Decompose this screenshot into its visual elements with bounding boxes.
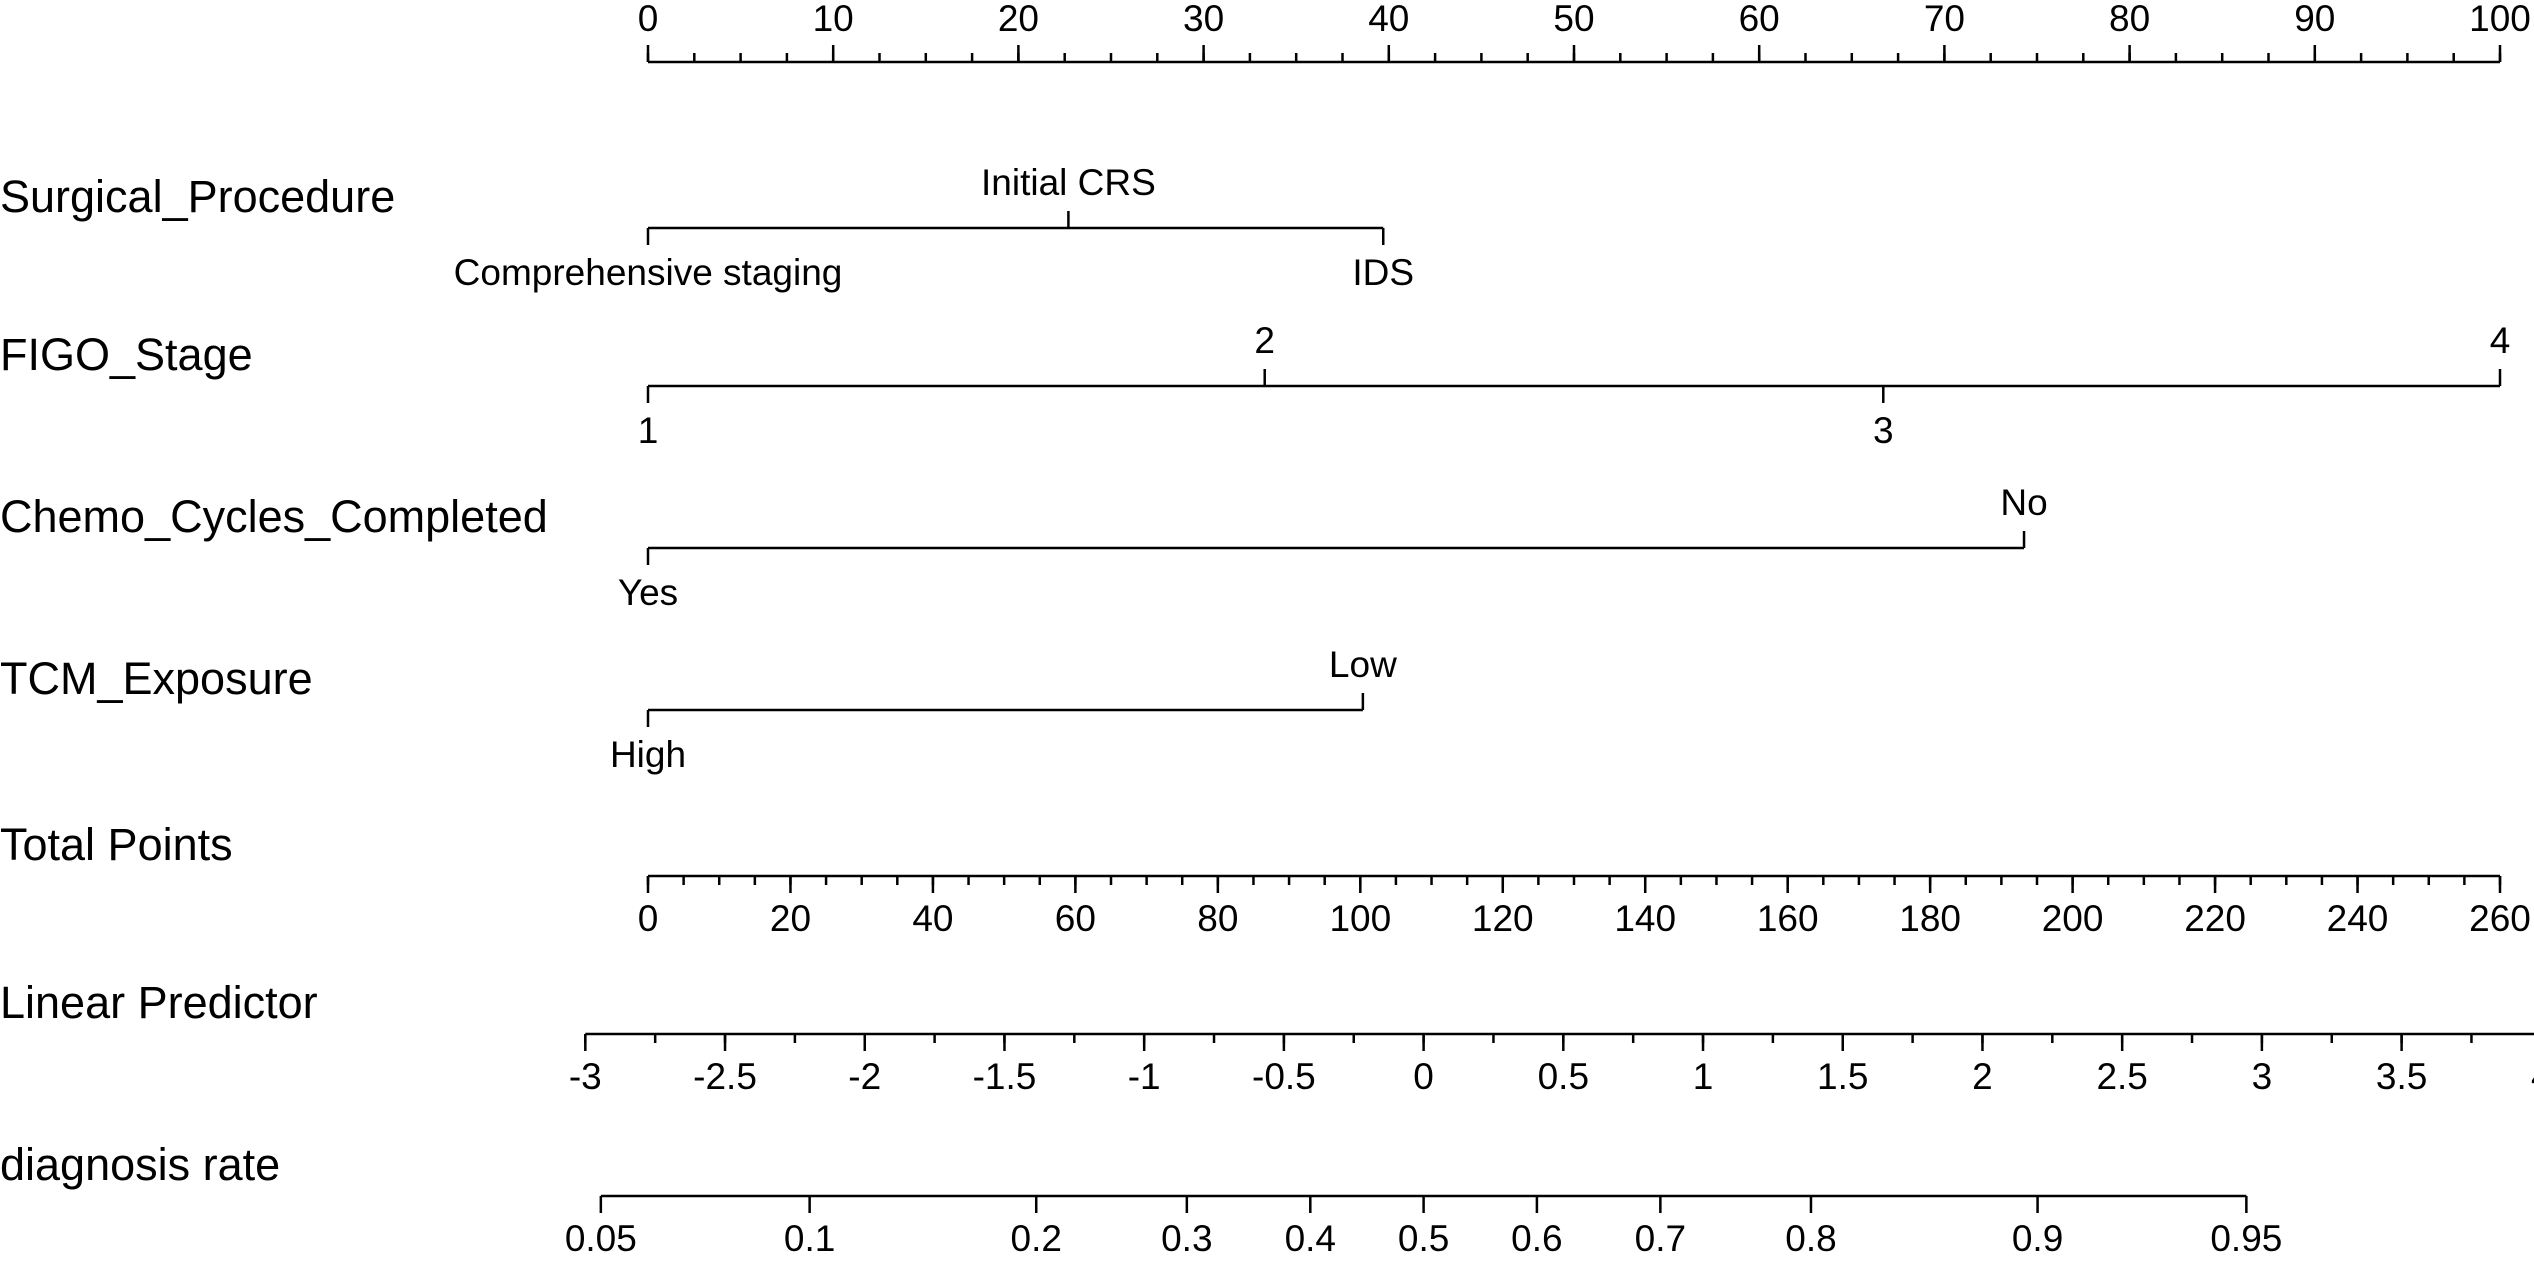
row-linear_predictor: Linear Predictor -3 -2.5 -2 -1.5 -1 -0.5 0 0.5 1 1… [0,977,2534,1097]
tick-label: 50 [1553,0,1594,39]
tick-label: 90 [2294,0,2335,39]
level-label: Comprehensive staging [454,252,843,293]
tick-label: 0.3 [1161,1218,1212,1259]
row-label: FIGO_Stage [0,329,253,380]
tick-label: 2 [1972,1056,1993,1097]
tick-label: -3 [569,1056,602,1097]
tick-label: 0.5 [1398,1218,1449,1259]
tick-label: 30 [1183,0,1224,39]
row-chemo_cycles_completed: Chemo_Cycles_Completed Yes No [0,482,2048,613]
row-label: diagnosis rate [0,1139,280,1190]
row-label: Chemo_Cycles_Completed [0,491,548,542]
tick-label: 4 [2531,1056,2534,1097]
tick-label: 0.9 [2012,1218,2063,1259]
tick-label: 100 [1329,898,1391,939]
level-label: 4 [2490,320,2511,361]
tick-label: 0.7 [1635,1218,1686,1259]
row-label: Linear Predictor [0,977,318,1028]
tick-label: 240 [2327,898,2389,939]
tick-label: -1 [1128,1056,1161,1097]
tick-label: 180 [1899,898,1961,939]
tick-label: 0.2 [1011,1218,1062,1259]
level-label: No [2000,482,2047,523]
row-label: Points [0,0,125,6]
level-label: Initial CRS [981,162,1156,203]
row-tcm_exposure: TCM_Exposure High Low [0,644,1397,775]
row-points: Points 0 10 20 30 40 50 60 70 80 90 100 [0,0,2531,64]
tick-label: 0.4 [1285,1218,1336,1259]
level-label: 2 [1254,320,1275,361]
tick-label: 1.5 [1817,1056,1868,1097]
tick-label: 200 [2042,898,2104,939]
level-label: Low [1329,644,1397,685]
tick-label: 140 [1614,898,1676,939]
tick-label: 40 [1368,0,1409,39]
tick-label: 0.95 [2210,1218,2282,1259]
tick-label: 80 [1197,898,1238,939]
tick-label: 120 [1472,898,1534,939]
tick-label: 80 [2109,0,2150,39]
row-label: Surgical_Procedure [0,171,395,222]
tick-label: 0 [638,898,659,939]
tick-label: -2.5 [693,1056,757,1097]
tick-label: 10 [813,0,854,39]
tick-label: 70 [1924,0,1965,39]
tick-label: 40 [912,898,953,939]
tick-label: 20 [998,0,1039,39]
level-label: 3 [1873,410,1894,451]
tick-label: 0.1 [784,1218,835,1259]
tick-label: 100 [2469,0,2531,39]
tick-label: 0.6 [1511,1218,1562,1259]
tick-label: 2.5 [2096,1056,2147,1097]
row-diagnosis_rate: diagnosis rate 0.05 0.1 0.2 0.3 0.4 0.5 0.6 0.7 0… [0,1139,2282,1259]
level-label: High [610,734,686,775]
tick-label: 260 [2469,898,2531,939]
tick-label: 220 [2184,898,2246,939]
level-label: Yes [618,572,678,613]
tick-label: -1.5 [973,1056,1037,1097]
tick-label: 0.8 [1785,1218,1836,1259]
tick-label: 60 [1055,898,1096,939]
row-label: TCM_Exposure [0,653,313,704]
row-surgical_procedure: Surgical_Procedure Comprehensive staging I… [0,162,1414,293]
tick-label: -0.5 [1252,1056,1316,1097]
tick-label: -2 [848,1056,881,1097]
tick-label: 3.5 [2376,1056,2427,1097]
row-figo_stage: FIGO_Stage 1 2 3 4 [0,320,2510,451]
tick-label: 3 [2252,1056,2273,1097]
tick-label: 0.5 [1538,1056,1589,1097]
tick-label: 20 [770,898,811,939]
row-total_points: Total Points 0 20 40 60 80 100 120 140 160 180 200 2… [0,819,2531,939]
level-label: 1 [638,410,659,451]
tick-label: 60 [1739,0,1780,39]
tick-label: 0.05 [565,1218,637,1259]
tick-label: 0 [1413,1056,1434,1097]
tick-label: 0 [638,0,659,39]
tick-label: 160 [1757,898,1819,939]
row-label: Total Points [0,819,233,870]
tick-label: 1 [1693,1056,1714,1097]
level-label: IDS [1352,252,1414,293]
